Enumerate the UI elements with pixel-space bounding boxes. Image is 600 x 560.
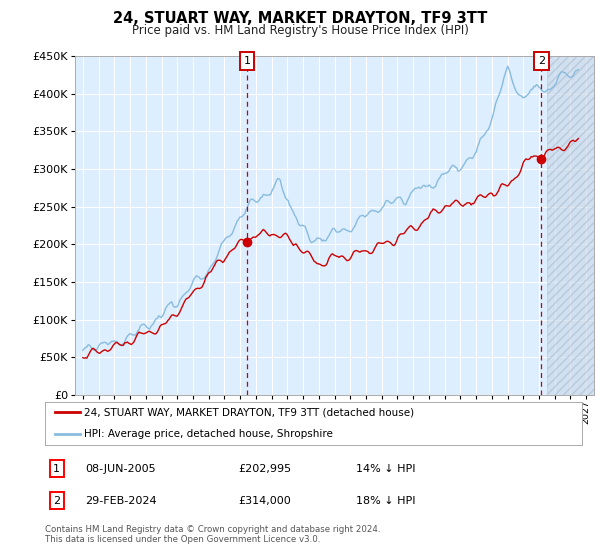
Text: 18% ↓ HPI: 18% ↓ HPI: [356, 496, 416, 506]
Bar: [547, 56, 594, 395]
Text: 14% ↓ HPI: 14% ↓ HPI: [356, 464, 416, 474]
Text: £202,995: £202,995: [238, 464, 292, 474]
Text: 29-FEB-2024: 29-FEB-2024: [85, 496, 157, 506]
Text: Price paid vs. HM Land Registry's House Price Index (HPI): Price paid vs. HM Land Registry's House …: [131, 24, 469, 37]
Text: HPI: Average price, detached house, Shropshire: HPI: Average price, detached house, Shro…: [84, 429, 333, 439]
Text: 2: 2: [53, 496, 61, 506]
Text: 24, STUART WAY, MARKET DRAYTON, TF9 3TT: 24, STUART WAY, MARKET DRAYTON, TF9 3TT: [113, 11, 487, 26]
Text: £314,000: £314,000: [238, 496, 291, 506]
Text: 2: 2: [538, 56, 545, 66]
Text: 08-JUN-2005: 08-JUN-2005: [85, 464, 156, 474]
Text: 24, STUART WAY, MARKET DRAYTON, TF9 3TT (detached house): 24, STUART WAY, MARKET DRAYTON, TF9 3TT …: [84, 407, 415, 417]
Text: 1: 1: [53, 464, 61, 474]
Text: Contains HM Land Registry data © Crown copyright and database right 2024.
This d: Contains HM Land Registry data © Crown c…: [45, 525, 380, 544]
Text: 1: 1: [244, 56, 251, 66]
